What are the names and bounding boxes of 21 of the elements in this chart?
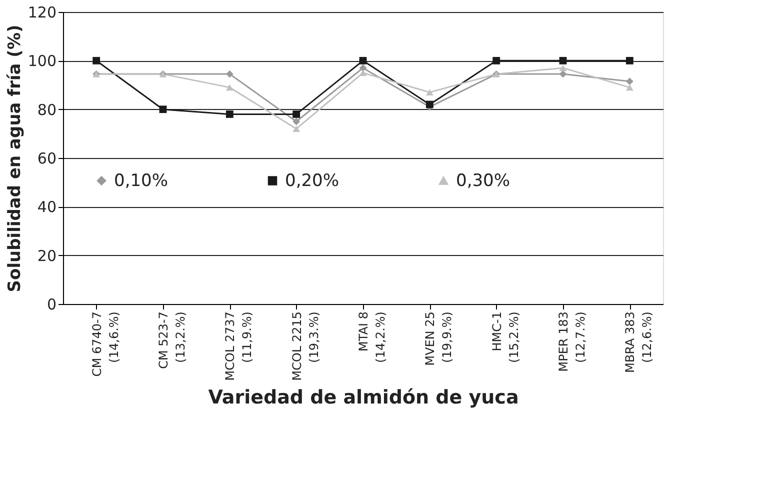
x-tick-label: HMC-1 (15,2.%) [490, 312, 521, 363]
y-tick-label: 80 [37, 100, 56, 119]
legend-label: 0,30% [456, 170, 510, 191]
x-tick-label: MCOL 2215 (19,3.%) [290, 312, 321, 381]
x-tick-label: MCOL 2737 (11,9.%) [223, 312, 254, 381]
y-tick-label: 40 [37, 198, 56, 216]
y-tick-label: 60 [37, 150, 56, 168]
x-tick-label: MTAI 8 (14,2.%) [356, 312, 388, 363]
x-tick-label: MVEN 25 (19,9.%) [423, 312, 454, 366]
y-tick-label: 120 [28, 4, 56, 22]
y-tick-label: 0 [46, 296, 56, 314]
legend-label: 0,20% [285, 170, 340, 191]
y-tick-label: 20 [37, 246, 56, 265]
x-axis-title: Variedad de almidón de yuca [208, 386, 519, 409]
legend-label: 0,10% [114, 170, 168, 191]
y-tick-label: 100 [28, 52, 56, 70]
x-tick-label: CM 523-7 (13,2.%) [156, 312, 188, 369]
x-tick-label: CM 6740-7 (14,6.%) [90, 312, 121, 377]
y-axis-title: Solubilidad en agua fría (%) [4, 24, 25, 292]
x-tick-label: MBRA 383 (12,6.%) [623, 312, 654, 373]
x-tick-label: MPER 183 (12,7.%) [556, 312, 588, 372]
